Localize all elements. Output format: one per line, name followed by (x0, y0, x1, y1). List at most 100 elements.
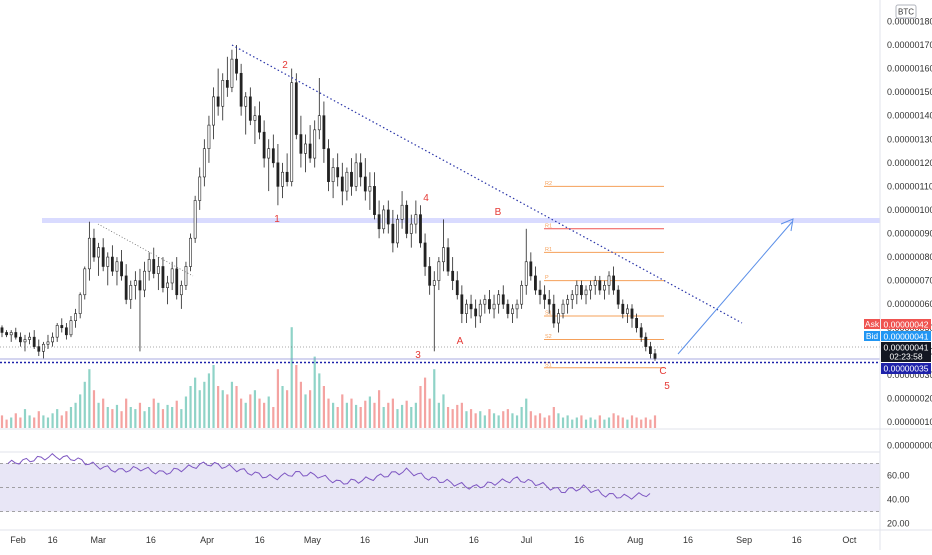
candle-body-up (129, 285, 133, 300)
minor-trendline[interactable] (97, 223, 194, 277)
candle (354, 153, 358, 192)
candle (106, 252, 110, 286)
candle-body-down (543, 294, 547, 300)
candle (41, 341, 45, 359)
wave-label: 3 (415, 350, 421, 361)
descending-trendline[interactable] (231, 44, 743, 324)
candle-body-down (336, 167, 340, 178)
time-tick-label: Aug (627, 535, 643, 545)
time-axis[interactable]: Feb 16 Mar 16 Apr 16 May 16 Jun 16 Jul 16 Aug 16 Sep 16… (10, 535, 857, 545)
volume-bar (0, 415, 4, 428)
candle-body-down (322, 115, 326, 149)
volume-bar (552, 407, 555, 428)
time-tick-label: 16 (683, 535, 693, 545)
candle (340, 162, 344, 206)
candle-body-down (235, 58, 238, 74)
projection-arrow[interactable] (677, 221, 793, 355)
candle-body-down (32, 336, 36, 347)
last-price-box (881, 342, 931, 362)
volume-bar (286, 390, 289, 428)
volume-bar (327, 398, 330, 428)
candle (225, 56, 229, 97)
candle-body-down (455, 280, 459, 296)
rsi-tick-label: 20.00 (887, 519, 910, 529)
candle-body-down (501, 294, 505, 305)
candle (543, 285, 547, 309)
candle (649, 341, 652, 359)
volume-bar (46, 417, 50, 428)
candle (138, 268, 142, 352)
candle-body-up (511, 308, 514, 314)
candle-body-down (469, 303, 473, 310)
volume-bar (483, 415, 486, 428)
volume-bar (129, 407, 132, 428)
candle (616, 285, 620, 309)
pivot-level-label: S1 (545, 310, 552, 316)
volume-bar (460, 402, 463, 428)
candle-body-up (87, 237, 91, 270)
rsi-pane[interactable] (0, 453, 880, 512)
currency-badge[interactable] (895, 4, 917, 19)
price-tick-label: 0.00000000 (887, 441, 932, 451)
candle (534, 266, 537, 295)
time-tick-label: Oct (842, 535, 857, 545)
volume-bar (446, 407, 450, 428)
pivot-level-label: S2 (545, 334, 552, 340)
candle (235, 45, 238, 81)
candle-body-down (5, 332, 8, 336)
candle-body-up (561, 303, 565, 314)
candle-body-down (423, 242, 427, 267)
resistance-zone[interactable] (42, 218, 880, 223)
wave-label: A (457, 336, 464, 347)
price-tick-label: 0.00000160 (887, 64, 932, 74)
candle (626, 304, 629, 324)
volume-bar (120, 411, 123, 428)
candle-body-up (317, 115, 321, 131)
candle-body-up (74, 313, 77, 321)
candle (520, 280, 524, 309)
candle-body-up (437, 261, 441, 281)
candle-body-down (14, 332, 18, 338)
volume-bar (543, 417, 546, 428)
candle-body-down (124, 275, 128, 300)
volume-bar (180, 409, 183, 428)
volume-bar (626, 419, 629, 428)
candle-body-down (534, 275, 537, 291)
candle (189, 233, 192, 272)
candle (400, 191, 404, 229)
volume-bar (244, 402, 247, 428)
candle (51, 332, 54, 347)
candle-body-down (18, 336, 22, 343)
candle-body-down (630, 308, 634, 319)
volume-bar (451, 409, 454, 428)
bid-price-tag: Bid 0.00000041 (864, 331, 931, 342)
volume-bar (111, 409, 114, 428)
candle-body-down (248, 96, 252, 121)
candle (14, 327, 18, 340)
candle-body-down (340, 176, 344, 192)
candle-body-up (313, 129, 317, 159)
volume-bar (644, 417, 647, 428)
candle-body-up (83, 268, 87, 296)
candle (290, 68, 294, 187)
candle-body-down (271, 148, 275, 164)
candle-body-up (442, 247, 445, 263)
volume-bar (635, 417, 638, 428)
volume-bar (281, 386, 284, 428)
candle-body-up (570, 294, 574, 300)
candle (55, 323, 59, 342)
last-price-tag: 0.00000041 02:23:58 (881, 342, 931, 362)
volume-bar (566, 415, 569, 428)
candle-body-up (483, 299, 487, 305)
candle-body-up (331, 167, 335, 182)
pivot-level-label: P (545, 275, 549, 281)
drawings-layer[interactable]: 1 2 3 4 A B C 5 (97, 44, 794, 392)
candle (92, 228, 96, 262)
candle-body-up (396, 219, 399, 244)
volume-bar (341, 394, 344, 428)
candles-layer[interactable] (0, 45, 657, 361)
candle-body-down (216, 96, 220, 107)
candle (23, 334, 27, 352)
